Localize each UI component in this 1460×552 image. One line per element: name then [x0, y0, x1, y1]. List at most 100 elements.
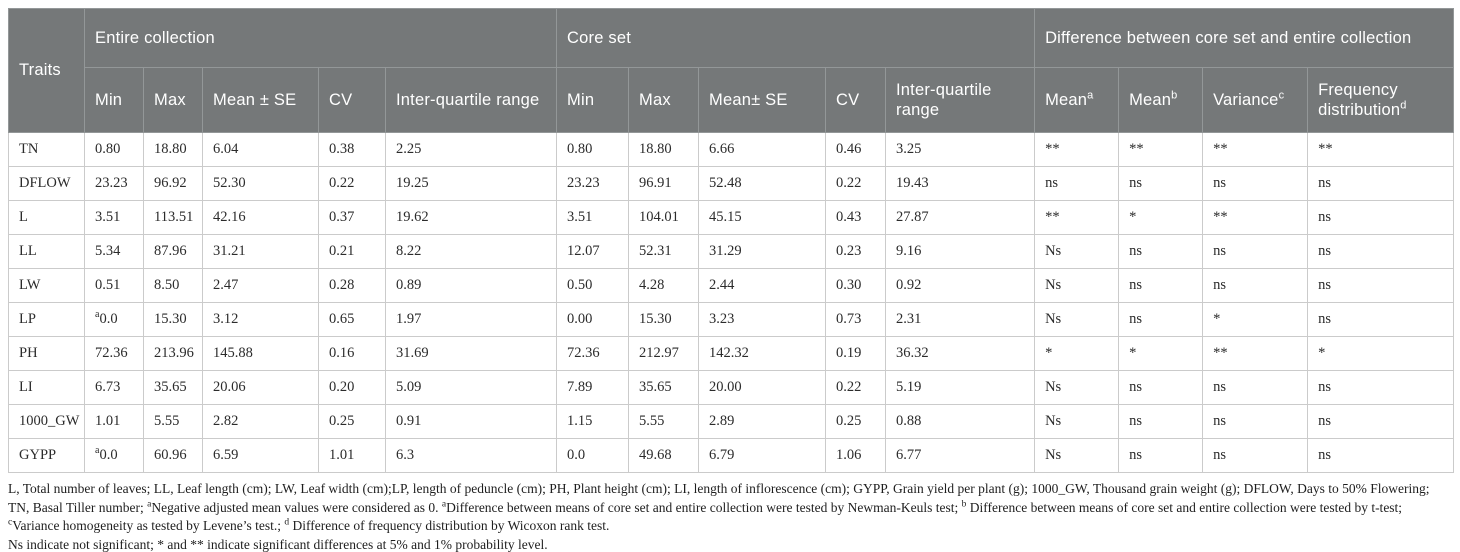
group-header-row: Traits Entire collection Core set Differ… [8, 8, 1455, 133]
col-header-ec-iqr: Inter-quartile range [384, 67, 558, 133]
data-cell: 6.77 [885, 438, 1036, 473]
data-cell: 0.37 [318, 200, 386, 235]
data-cell: * [1118, 200, 1204, 235]
data-cell: Ns [1034, 268, 1120, 303]
data-cell: 15.30 [143, 302, 203, 337]
trait-label: 1000_GW [8, 404, 85, 439]
data-cell: 7.89 [556, 370, 630, 405]
data-cell: 45.15 [698, 200, 827, 235]
col-header-cs-cv: CV [825, 67, 887, 133]
data-cell: 0.25 [318, 404, 386, 439]
data-cell: ** [1034, 200, 1120, 235]
data-cell: * [1118, 336, 1204, 371]
data-cell: ns [1118, 302, 1204, 337]
trait-label: GYPP [8, 438, 85, 473]
data-cell: * [1307, 336, 1455, 371]
table-body: TN 0.80 18.80 6.04 0.38 2.25 0.80 18.80 6.66 0.46… [8, 132, 1455, 473]
data-cell: ns [1034, 166, 1120, 201]
data-cell: Ns [1034, 234, 1120, 269]
data-cell: 19.62 [384, 200, 558, 235]
data-cell: ** [1034, 132, 1120, 167]
table-row: DFLOW 23.23 96.92 52.30 0.22 19.25 23.23 96.91 5… [8, 166, 1455, 201]
data-cell: 6.04 [202, 132, 319, 167]
col-header-cs-min: Min [556, 67, 630, 133]
group-header-difference: Difference between core set and entire c… [1034, 8, 1455, 68]
data-cell: 0.89 [384, 268, 558, 303]
data-cell: ns [1307, 234, 1455, 269]
data-cell: 31.21 [202, 234, 319, 269]
data-cell: 142.32 [698, 336, 827, 371]
data-cell: Ns [1034, 404, 1120, 439]
data-cell: 20.00 [698, 370, 827, 405]
data-cell: 8.50 [143, 268, 203, 303]
table-row: TN 0.80 18.80 6.04 0.38 2.25 0.80 18.80 6.66 0.46… [8, 132, 1455, 167]
data-cell: 145.88 [202, 336, 319, 371]
data-cell: 6.73 [84, 370, 144, 405]
data-cell: 0.25 [825, 404, 887, 439]
data-cell: ns [1307, 438, 1455, 473]
col-header-diff-variance-c: Variancec [1202, 67, 1309, 133]
data-cell: 5.55 [143, 404, 203, 439]
data-cell: 0.30 [825, 268, 887, 303]
data-cell: 96.91 [628, 166, 700, 201]
data-cell: 104.01 [628, 200, 700, 235]
data-cell: 213.96 [143, 336, 203, 371]
data-cell: ** [1307, 132, 1455, 167]
data-cell: 5.34 [84, 234, 144, 269]
data-cell: 18.80 [143, 132, 203, 167]
data-cell: ns [1202, 370, 1309, 405]
data-cell: 0.23 [825, 234, 887, 269]
data-cell: Ns [1034, 438, 1120, 473]
data-cell: 27.87 [885, 200, 1036, 235]
data-cell: 0.22 [318, 166, 386, 201]
data-cell: 0.50 [556, 268, 630, 303]
table-row: LW 0.51 8.50 2.47 0.28 0.89 0.50 4.28 2.44 0.30 0.… [8, 268, 1455, 303]
data-cell: 2.25 [384, 132, 558, 167]
data-cell: 0.38 [318, 132, 386, 167]
data-cell: 3.25 [885, 132, 1036, 167]
data-cell: ** [1202, 336, 1309, 371]
table-header: Traits Entire collection Core set Differ… [8, 8, 1455, 133]
table-footnotes: L, Total number of leaves; LL, Leaf leng… [8, 480, 1453, 552]
col-header-ec-max: Max [143, 67, 203, 133]
data-cell: ns [1202, 268, 1309, 303]
data-cell: 9.16 [885, 234, 1036, 269]
col-header-ec-cv: CV [318, 67, 386, 133]
data-cell: 0.88 [885, 404, 1036, 439]
table-row: L 3.51 113.51 42.16 0.37 19.62 3.51 104.01 45.15… [8, 200, 1455, 235]
trait-label: LL [8, 234, 85, 269]
data-cell: 0.80 [556, 132, 630, 167]
data-cell: 5.09 [384, 370, 558, 405]
sub-header-row: Min Max Mean ± SE CV Inter-quartile rang… [9, 67, 1455, 133]
col-header-cs-mean-se: Mean± SE [698, 67, 827, 133]
data-cell: ns [1202, 438, 1309, 473]
data-cell: 1.06 [825, 438, 887, 473]
data-cell: 0.43 [825, 200, 887, 235]
trait-label: DFLOW [8, 166, 85, 201]
data-cell: 2.44 [698, 268, 827, 303]
data-cell: 0.91 [384, 404, 558, 439]
data-cell: 1.15 [556, 404, 630, 439]
table-row: LP a0.0 15.30 3.12 0.65 1.97 0.00 15.30 3.23 0.73… [8, 302, 1455, 337]
data-cell: ns [1118, 268, 1204, 303]
data-cell: * [1034, 336, 1120, 371]
trait-label: LW [8, 268, 85, 303]
data-cell: 18.80 [628, 132, 700, 167]
table-row: 1000_GW 1.01 5.55 2.82 0.25 0.91 1.15 5.55 2.89 0… [8, 404, 1455, 439]
table-row: PH 72.36 213.96 145.88 0.16 31.69 72.36 212.97 1… [8, 336, 1455, 371]
trait-label: PH [8, 336, 85, 371]
data-cell: 35.65 [628, 370, 700, 405]
footnote-abbreviations: L, Total number of leaves; LL, Leaf leng… [8, 481, 1430, 534]
data-cell: 42.16 [202, 200, 319, 235]
data-cell: 3.51 [556, 200, 630, 235]
trait-label: LI [8, 370, 85, 405]
data-cell: 0.22 [825, 370, 887, 405]
data-cell: 0.22 [825, 166, 887, 201]
data-cell: 3.23 [698, 302, 827, 337]
data-cell: 52.30 [202, 166, 319, 201]
data-cell: 19.25 [384, 166, 558, 201]
footnote-significance: Ns indicate not significant; * and ** in… [8, 536, 548, 552]
col-header-traits: Traits [8, 8, 85, 133]
data-cell: 8.22 [384, 234, 558, 269]
